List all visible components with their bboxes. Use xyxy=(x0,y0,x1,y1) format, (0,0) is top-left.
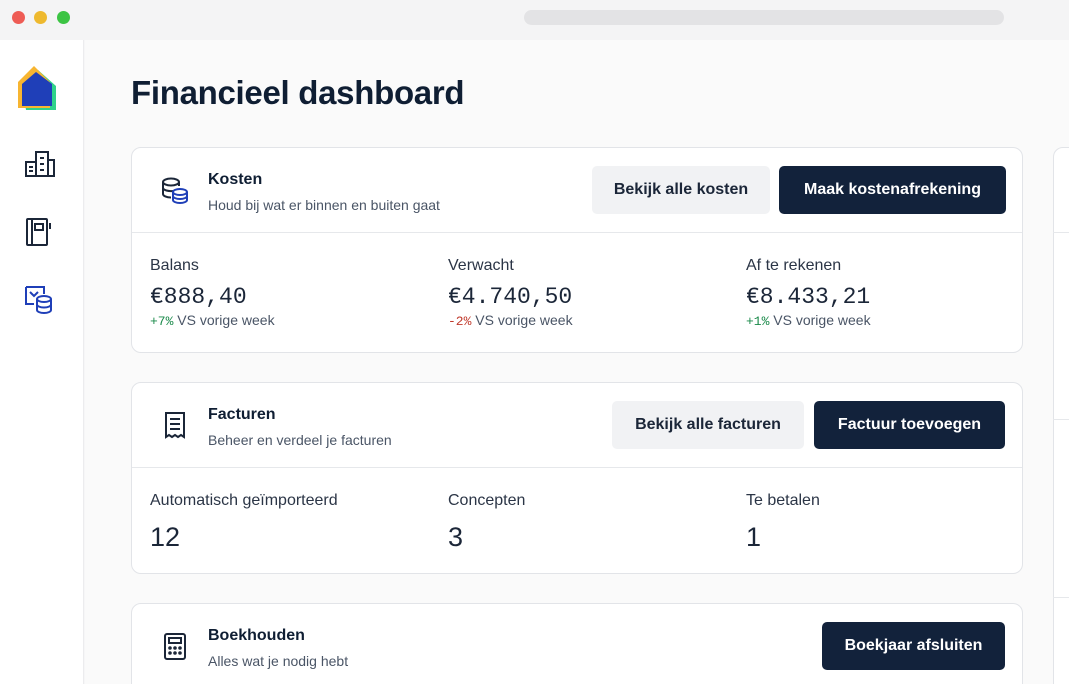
right-panel-edge xyxy=(1053,147,1069,684)
buildings-icon[interactable] xyxy=(22,148,56,182)
boekhouden-card: Boekhouden Alles wat je nodig hebt Boekj… xyxy=(131,603,1023,684)
minimize-window-button[interactable] xyxy=(34,11,47,24)
stat-value: 3 xyxy=(448,522,464,552)
add-invoice-button[interactable]: Factuur toevoegen xyxy=(814,401,1005,449)
sidebar xyxy=(0,40,84,684)
finance-icon[interactable] xyxy=(22,282,56,316)
stat-af-te-rekenen: Af te rekenen €8.433,21 +1% VS vorige we… xyxy=(746,257,871,329)
boekhouden-subtitle: Alles wat je nodig hebt xyxy=(208,653,349,669)
facturen-subtitle: Beheer en verdeel je facturen xyxy=(208,432,392,448)
stat-label: Af te rekenen xyxy=(746,257,842,274)
coins-icon xyxy=(162,177,188,204)
stat-value: 12 xyxy=(150,522,181,552)
stat-balans: Balans €888,40 +7% VS vorige week xyxy=(150,257,275,329)
stat-label: Te betalen xyxy=(746,492,820,509)
stat-change: -2% VS vorige week xyxy=(448,312,573,329)
view-all-costs-button[interactable]: Bekijk alle kosten xyxy=(592,166,770,214)
main-content: Financieel dashboard Kosten Houd bij wat… xyxy=(85,40,1069,684)
create-cost-settlement-button[interactable]: Maak kostenafrekening xyxy=(779,166,1006,214)
boekhouden-title: Boekhouden xyxy=(208,627,305,644)
window-titlebar xyxy=(0,0,1069,40)
stat-label: Verwacht xyxy=(448,257,514,274)
boekhouden-card-header: Boekhouden Alles wat je nodig hebt Boekj… xyxy=(132,604,1022,684)
stat-value: €8.433,21 xyxy=(746,284,871,310)
change-suffix: VS vorige week xyxy=(173,312,275,328)
kosten-card: Kosten Houd bij wat er binnen en buiten … xyxy=(131,147,1023,353)
maximize-window-button[interactable] xyxy=(57,11,70,24)
stat-automatisch: Automatisch geïmporteerd 12 xyxy=(150,492,338,553)
change-percent: +7% xyxy=(150,314,174,329)
page-title: Financieel dashboard xyxy=(131,74,465,111)
right-panel-divider xyxy=(1053,597,1069,598)
kosten-card-header: Kosten Houd bij wat er binnen en buiten … xyxy=(132,148,1022,233)
stat-te-betalen: Te betalen 1 xyxy=(746,492,820,553)
view-all-invoices-button[interactable]: Bekijk alle facturen xyxy=(612,401,804,449)
change-suffix: VS vorige week xyxy=(769,312,871,328)
address-bar[interactable] xyxy=(524,10,1004,25)
change-suffix: VS vorige week xyxy=(471,312,573,328)
close-window-button[interactable] xyxy=(12,11,25,24)
stat-change: +1% VS vorige week xyxy=(746,312,871,329)
stat-value: 1 xyxy=(746,522,762,552)
right-panel-divider xyxy=(1053,232,1069,233)
stat-label: Automatisch geïmporteerd xyxy=(150,492,338,509)
notebook-icon[interactable] xyxy=(22,215,56,249)
stat-change: +7% VS vorige week xyxy=(150,312,275,329)
change-percent: -2% xyxy=(448,314,472,329)
change-percent: +1% xyxy=(746,314,770,329)
app-logo-icon[interactable] xyxy=(16,64,62,114)
stat-value: €888,40 xyxy=(150,284,247,310)
stat-label: Concepten xyxy=(448,492,526,509)
close-fiscal-year-button[interactable]: Boekjaar afsluiten xyxy=(822,622,1005,670)
facturen-card-header: Facturen Beheer en verdeel je facturen B… xyxy=(132,383,1022,468)
stat-verwacht: Verwacht €4.740,50 -2% VS vorige week xyxy=(448,257,573,329)
calculator-icon xyxy=(164,633,186,660)
receipt-icon xyxy=(165,412,185,439)
kosten-title: Kosten xyxy=(208,171,263,188)
right-panel-divider xyxy=(1053,419,1069,420)
facturen-card: Facturen Beheer en verdeel je facturen B… xyxy=(131,382,1023,574)
facturen-title: Facturen xyxy=(208,406,276,423)
stat-value: €4.740,50 xyxy=(448,284,573,310)
kosten-subtitle: Houd bij wat er binnen en buiten gaat xyxy=(208,197,440,213)
stat-concepten: Concepten 3 xyxy=(448,492,525,553)
stat-label: Balans xyxy=(150,257,199,274)
